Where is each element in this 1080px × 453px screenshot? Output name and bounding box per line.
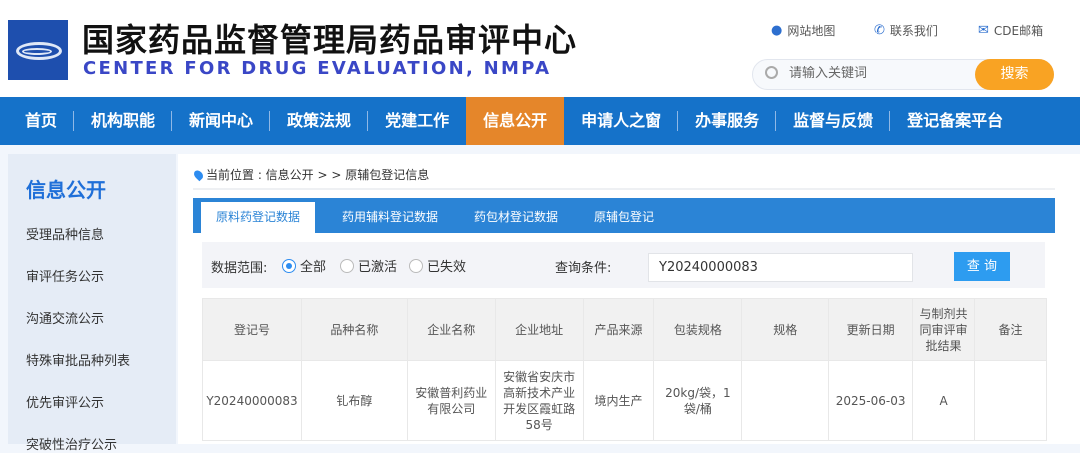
- main-content: 当前位置 : 信息公开 > > 原辅包登记信息 原料药登记数据 药用辅料登记数据…: [178, 154, 1080, 444]
- query-label: 查询条件:: [555, 261, 612, 276]
- radio-label: 已失效: [427, 260, 467, 275]
- tab-bar: 原料药登记数据 药用辅料登记数据 药包材登记数据 原辅包登记: [193, 198, 1055, 233]
- sidebar-item[interactable]: 优先审评公示: [26, 396, 105, 411]
- col-header: 登记号: [202, 298, 302, 361]
- search-box: 搜索: [752, 59, 1054, 90]
- query-button[interactable]: 查 询: [954, 252, 1010, 281]
- tab-registration[interactable]: 原辅包登记: [594, 210, 655, 224]
- mail-label: CDE邮箱: [993, 24, 1044, 38]
- tab-api-data[interactable]: 原料药登记数据: [201, 202, 316, 233]
- nav-item[interactable]: 监督与反馈: [776, 97, 891, 145]
- breadcrumb-text: 当前位置 : 信息公开 > > 原辅包登记信息: [206, 168, 430, 182]
- nav-item[interactable]: 办事服务: [678, 97, 777, 145]
- sitemap-link[interactable]: ● 网站地图: [771, 22, 835, 39]
- search-input[interactable]: [789, 66, 969, 81]
- search-icon: [765, 66, 778, 79]
- mail-icon: ✉: [978, 23, 989, 38]
- col-header: 包装规格: [653, 298, 743, 361]
- contact-label: 联系我们: [889, 24, 938, 38]
- sidebar: 信息公开 受理品种信息 审评任务公示 沟通交流公示 特殊审批品种列表 优先审评公…: [8, 154, 176, 453]
- col-header: 与制剂共同审评审批结果: [912, 298, 976, 361]
- nav-item[interactable]: 申请人之窗: [564, 97, 679, 145]
- sidebar-item[interactable]: 特殊审批品种列表: [26, 354, 131, 369]
- location-icon: [192, 168, 205, 181]
- cell-result: A: [912, 360, 976, 441]
- col-header: 企业地址: [494, 298, 584, 361]
- cell-package: 20kg/袋，1袋/桶: [653, 360, 743, 441]
- table-header-row: 登记号 品种名称 企业名称 企业地址 产品来源 包装规格 规格 更新日期 与制剂…: [202, 298, 1047, 361]
- filter-bar: 数据范围: 全部 已激活 已失效 查询条件: 查 询: [202, 242, 1045, 288]
- sitemap-label: 网站地图: [787, 24, 836, 38]
- col-header: 品种名称: [300, 298, 408, 361]
- nav-item-home[interactable]: 首页: [0, 97, 75, 145]
- sidebar-item[interactable]: 审评任务公示: [26, 270, 105, 285]
- radio-label: 全部: [300, 260, 327, 275]
- col-header: 备注: [974, 298, 1047, 361]
- cell-address: 安徽省安庆市高新技术产业开发区霞虹路58号: [494, 360, 584, 441]
- breadcrumb: 当前位置 : 信息公开 > > 原辅包登记信息: [192, 166, 430, 183]
- nav-item[interactable]: 登记备案平台: [907, 111, 1004, 130]
- site-title-cn: 国家药品监督管理局药品审评中心: [82, 21, 578, 59]
- sidebar-item[interactable]: 受理品种信息: [26, 228, 105, 243]
- col-header: 产品来源: [582, 298, 655, 361]
- radio-label: 已激活: [358, 260, 398, 275]
- col-header: 更新日期: [828, 298, 914, 361]
- tab-excipient-data[interactable]: 药用辅料登记数据: [342, 210, 439, 224]
- tab-packaging-data[interactable]: 药包材登记数据: [474, 210, 559, 224]
- sidebar-item[interactable]: 沟通交流公示: [26, 312, 105, 327]
- cell-spec: [741, 360, 830, 441]
- col-header: 规格: [741, 298, 830, 361]
- query-input[interactable]: [648, 253, 913, 282]
- site-title-en: CENTER FOR DRUG EVALUATION, NMPA: [83, 58, 552, 79]
- radio-all[interactable]: 全部: [282, 256, 326, 275]
- map-pin-icon: ●: [771, 23, 783, 38]
- cde-mail-link[interactable]: ✉ CDE邮箱: [978, 22, 1043, 39]
- sidebar-title: 信息公开: [26, 178, 106, 202]
- cell-name: 钆布醇: [300, 360, 408, 441]
- site-header: 国家药品监督管理局药品审评中心 CENTER FOR DRUG EVALUATI…: [0, 0, 1080, 97]
- divider: [193, 188, 1055, 190]
- cell-date: 2025-06-03: [828, 360, 914, 441]
- phone-icon: ✆: [874, 23, 885, 38]
- nav-item-info-public[interactable]: 信息公开: [466, 97, 565, 145]
- nav-item[interactable]: 新闻中心: [172, 97, 271, 145]
- table-row[interactable]: Y20240000083 钆布醇 安徽普利药业有限公司 安徽省安庆市高新技术产业…: [202, 360, 1047, 441]
- nav-item[interactable]: 政策法规: [270, 97, 369, 145]
- radio-button[interactable]: [340, 258, 354, 273]
- radio-active[interactable]: 已激活: [340, 256, 397, 275]
- nav-item[interactable]: 党建工作: [385, 111, 450, 130]
- contact-link[interactable]: ✆ 联系我们: [874, 22, 938, 39]
- col-header: 企业名称: [406, 298, 496, 361]
- radio-button[interactable]: [409, 258, 423, 273]
- range-label: 数据范围:: [211, 261, 268, 276]
- radio-button[interactable]: [282, 258, 296, 273]
- results-table: 登记号 品种名称 企业名称 企业地址 产品来源 包装规格 规格 更新日期 与制剂…: [202, 298, 1047, 441]
- main-nav: 首页 机构职能 新闻中心 政策法规 党建工作 信息公开 申请人之窗 办事服务 监…: [0, 97, 1080, 145]
- cde-logo[interactable]: [8, 20, 68, 80]
- nav-item[interactable]: 机构职能: [74, 97, 173, 145]
- cell-reg-no: Y20240000083: [202, 360, 302, 441]
- cell-company: 安徽普利药业有限公司: [406, 360, 496, 441]
- cell-source: 境内生产: [582, 360, 655, 441]
- radio-expired[interactable]: 已失效: [409, 256, 466, 275]
- cell-remark: [974, 360, 1047, 441]
- search-button[interactable]: 搜索: [975, 59, 1054, 90]
